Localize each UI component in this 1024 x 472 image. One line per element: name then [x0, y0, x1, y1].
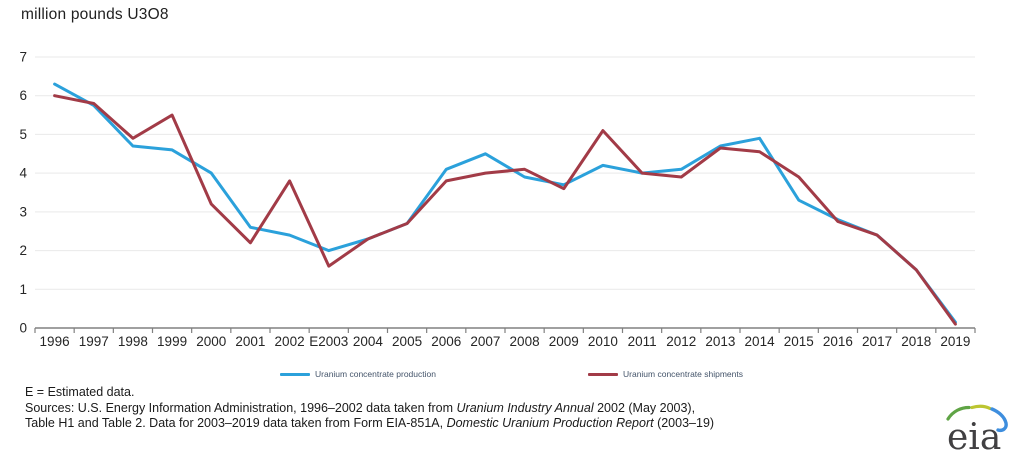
- svg-text:2009: 2009: [549, 334, 579, 349]
- svg-text:0: 0: [19, 321, 27, 336]
- legend-label-shipments: Uranium concentrate shipments: [623, 369, 744, 379]
- production-line-swatch: [280, 372, 310, 376]
- svg-text:2011: 2011: [628, 334, 657, 349]
- svg-text:2010: 2010: [588, 334, 618, 349]
- legend-item-production: Uranium concentrate production: [280, 369, 436, 379]
- svg-text:2002: 2002: [275, 334, 305, 349]
- svg-text:2: 2: [19, 243, 27, 258]
- chart-svg: 0 1 2 3 4 5 6 7 1996 1997 1998 1999 2000 2001 2002 E200…: [19, 50, 976, 349]
- svg-text:4: 4: [19, 166, 27, 181]
- legend-label-production: Uranium concentrate production: [315, 369, 436, 379]
- svg-text:7: 7: [19, 50, 27, 65]
- svg-text:1999: 1999: [157, 334, 187, 349]
- logo-swoosh-blue: [990, 407, 1008, 433]
- svg-text:2007: 2007: [470, 334, 500, 349]
- svg-text:2001: 2001: [235, 334, 265, 349]
- svg-text:2000: 2000: [196, 334, 226, 349]
- chart-area: 0 1 2 3 4 5 6 7 1996 1997 1998 1999 2000 2001 2002 E200…: [19, 50, 976, 349]
- chart-title: million pounds U3O8: [21, 6, 169, 23]
- eia-logo: eia: [946, 404, 1008, 458]
- svg-text:2005: 2005: [392, 334, 422, 349]
- svg-text:2016: 2016: [823, 334, 853, 349]
- svg-text:2017: 2017: [862, 334, 892, 349]
- svg-text:3: 3: [19, 204, 27, 219]
- legend-item-shipments: Uranium concentrate shipments: [588, 369, 743, 379]
- svg-text:1998: 1998: [118, 334, 148, 349]
- svg-text:2013: 2013: [705, 334, 735, 349]
- chart-legend: Uranium concentrate production Uranium c…: [0, 369, 1024, 383]
- svg-text:1: 1: [19, 282, 27, 297]
- source-line-2: Table H1 and Table 2. Data for 2003–2019…: [25, 416, 715, 430]
- svg-text:6: 6: [19, 88, 27, 103]
- svg-text:2018: 2018: [901, 334, 931, 349]
- logo-swoosh-yellow: [970, 404, 992, 411]
- svg-text:1996: 1996: [40, 334, 70, 349]
- svg-text:2014: 2014: [745, 334, 776, 349]
- logo-swoosh-green: [946, 405, 971, 421]
- svg-text:E2003: E2003: [309, 334, 348, 349]
- source-line-1: Sources: U.S. Energy Information Adminis…: [25, 400, 696, 415]
- svg-text:1997: 1997: [79, 334, 109, 349]
- chart-footer: E = Estimated data. Sources: U.S. Energy…: [25, 385, 714, 432]
- svg-text:2012: 2012: [666, 334, 696, 349]
- logo-text: eia: [947, 417, 1001, 458]
- svg-text:2019: 2019: [940, 334, 970, 349]
- shipments-line-swatch: [588, 372, 618, 376]
- svg-text:5: 5: [19, 127, 27, 142]
- estimated-note: E = Estimated data.: [25, 385, 135, 399]
- svg-text:2006: 2006: [431, 334, 461, 349]
- svg-text:2015: 2015: [784, 334, 814, 349]
- svg-text:2008: 2008: [510, 334, 540, 349]
- svg-text:2004: 2004: [353, 334, 384, 349]
